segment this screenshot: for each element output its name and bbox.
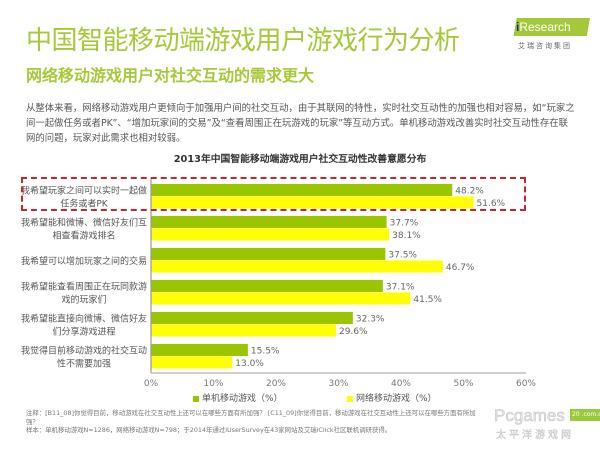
- logo-i: i: [516, 20, 520, 34]
- logo-cn-text: 艾瑞咨询集团: [518, 42, 572, 50]
- category-label: 我希望能直接向微博、微信好友: [21, 313, 147, 325]
- footnote-note: 注释：[B11_08]你觉得目前，移动游戏在社交互动性上还可以在哪些方面有所加强…: [26, 409, 476, 426]
- value-label: 46.7%: [446, 263, 475, 273]
- category-label: 戏的玩家们: [61, 294, 106, 306]
- iresearch-logo: iResearch 艾瑞咨询集团: [510, 18, 594, 58]
- value-label: 15.5%: [251, 346, 280, 356]
- category-label: 我希望可以增加玩家之间的交易: [21, 255, 147, 267]
- bar-online: [151, 356, 233, 369]
- footnote-sample: 样本：单机移动游戏N=1286，网络移动游戏N=798；于2014年通过iUse…: [26, 426, 392, 434]
- value-label: 37.1%: [386, 282, 415, 292]
- bar-online: [151, 324, 336, 337]
- x-tick-label: 10%: [203, 379, 223, 389]
- value-label: 37.7%: [390, 218, 419, 228]
- highlight-box: [21, 177, 526, 211]
- category-label: 我觉得目前移动游戏的社交互动: [21, 345, 147, 357]
- category-label: 我希望玩家之间可以实时一起做: [21, 185, 147, 197]
- bar-standalone: [151, 248, 386, 260]
- bar-online: [151, 196, 474, 209]
- description-text: 从整体来看，网络移动游戏用户更倾向于加强用户间的社交互动，由于其联网的特性，实时…: [26, 103, 575, 144]
- bar-standalone: [151, 344, 248, 356]
- category-label: 我希望能查看周围正在玩同款游: [21, 281, 147, 293]
- category-label: 们分享游戏进程: [52, 326, 115, 338]
- value-label: 29.6%: [339, 327, 368, 337]
- page-subtitle: 网络移动游戏用户对社交互动的需求更大: [26, 66, 315, 85]
- bar-online: [151, 292, 411, 305]
- value-label: 51.6%: [477, 199, 506, 209]
- legend-swatch-online: [347, 395, 353, 402]
- legend-label: 网络移动游戏（%）: [356, 394, 437, 404]
- x-tick-label: 30%: [328, 379, 348, 389]
- legend-item-standalone: 单机移动游戏（%）: [193, 391, 283, 404]
- bar-online: [151, 228, 390, 241]
- value-label: 48.2%: [455, 186, 484, 196]
- logo-brand: iResearch: [510, 18, 590, 36]
- watermark-cn: 太平洋游戏网: [496, 430, 574, 441]
- category-label: 相查看游戏排名: [52, 230, 115, 242]
- x-tick-label: 0%: [144, 379, 159, 389]
- value-label: 37.5%: [388, 250, 417, 260]
- legend-swatch-standalone: [193, 395, 199, 402]
- value-label: 13.0%: [235, 359, 264, 369]
- value-label: 38.1%: [392, 231, 421, 241]
- x-tick-label: 40%: [391, 379, 411, 389]
- bar-standalone: [151, 280, 383, 292]
- value-label: 32.3%: [356, 314, 385, 324]
- watermark-badge: 20 .com.cn: [570, 409, 600, 421]
- chart-legend: 单机移动游戏（%） 网络移动游戏（%）: [0, 391, 600, 405]
- category-label: 任务或者PK: [60, 198, 108, 210]
- bar-standalone: [151, 184, 453, 196]
- legend-label: 单机移动游戏（%）: [202, 394, 283, 404]
- bar-online: [151, 260, 443, 273]
- category-label: 性不需要加强: [57, 358, 111, 370]
- x-tick-label: 50%: [453, 379, 473, 389]
- x-tick-label: 20%: [266, 379, 286, 389]
- value-label: 41.5%: [413, 295, 442, 305]
- footnotes: 注释：[B11_08]你觉得目前，移动游戏在社交互动性上还可以在哪些方面有所加强…: [26, 409, 488, 435]
- logo-text: Research: [519, 20, 571, 34]
- category-label: 我希望能和微博、微信好友们互: [21, 217, 147, 229]
- page-title: 中国智能移动端游戏用户游戏行为分析: [26, 26, 460, 56]
- pcgames-watermark: Pcgames 20 .com.cn 太平洋游戏网: [494, 406, 600, 452]
- bar-standalone: [151, 216, 387, 228]
- bar-standalone: [151, 312, 353, 324]
- watermark-brand: Pcgames: [494, 406, 565, 426]
- chart-title: 2013年中国智能移动端游戏用户社交互动性改善意愿分布: [173, 154, 427, 165]
- x-tick-label: 60%: [516, 379, 536, 389]
- legend-item-online: 网络移动游戏（%）: [347, 391, 437, 404]
